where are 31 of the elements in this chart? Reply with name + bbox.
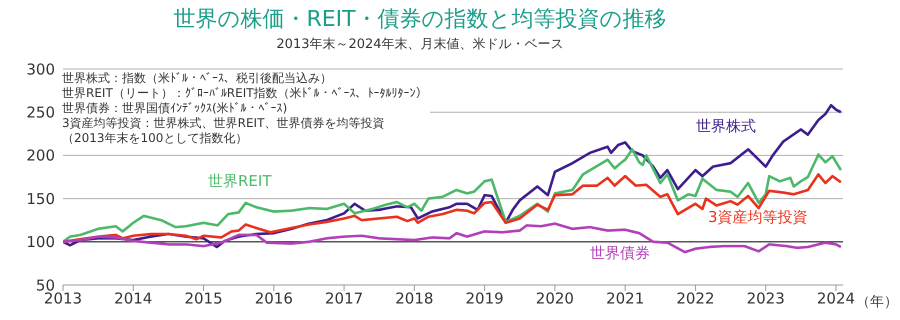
x-tick-label: 2016 (254, 290, 293, 308)
chart-title: 世界の株価・REIT・債券の指数と均等投資の推移 (172, 6, 668, 34)
x-tick-label: 2015 (184, 290, 223, 308)
y-tick-label: 100 (26, 233, 55, 252)
series-label: 世界REIT (208, 172, 272, 191)
x-tick-label: 2014 (114, 290, 152, 308)
annotation: 世界債券：世界国債ｲﾝﾃﾞｯｸｽ(米ﾄﾞﾙ・ﾍﾞｰｽ) (62, 101, 288, 116)
x-axis-title: （年） (856, 293, 898, 311)
line-series (63, 148, 842, 244)
x-tick-label: 2021 (606, 290, 644, 308)
x-tick-label: 2020 (536, 290, 574, 308)
annotation: （2013年末を100として指数化） (62, 131, 248, 146)
x-tick-label: 2024 (816, 290, 856, 308)
x-tick-label: 2022 (676, 290, 715, 308)
series-label: 世界株式 (696, 117, 756, 136)
series-label: 3資産均等投資 (708, 208, 808, 227)
series-label: 世界債券 (590, 244, 650, 263)
y-tick-label: 250 (26, 104, 55, 122)
y-tick-label: 200 (26, 146, 55, 165)
x-tick-label: 2019 (466, 290, 504, 308)
x-tick-label: 2018 (395, 290, 434, 308)
x-tick-label: 2017 (324, 290, 364, 308)
annotation: 3資産均等投資：世界株式、世界REIT、世界債券を均等投資 (62, 116, 386, 131)
x-tick-label: 2023 (746, 290, 785, 308)
annotation: 世界株式：指数（米ﾄﾞﾙ・ﾍﾞｰｽ、税引後配当込み） (62, 71, 333, 86)
line-series (63, 173, 842, 244)
x-tick-label: 2013 (44, 290, 82, 308)
y-tick-label: 300 (26, 60, 55, 78)
chart-subtitle: 2013年末～2024年末、月末値、米ドル・ベース (275, 36, 565, 53)
y-tick-label: 150 (26, 190, 55, 208)
annotation: 世界REIT（リート）：ｸﾞﾛｰﾊﾞﾙREIT指数（米ﾄﾞﾙ・ﾍﾞｰｽ、ﾄｰﾀﾙﾘﾀｰﾝ） (62, 86, 428, 101)
